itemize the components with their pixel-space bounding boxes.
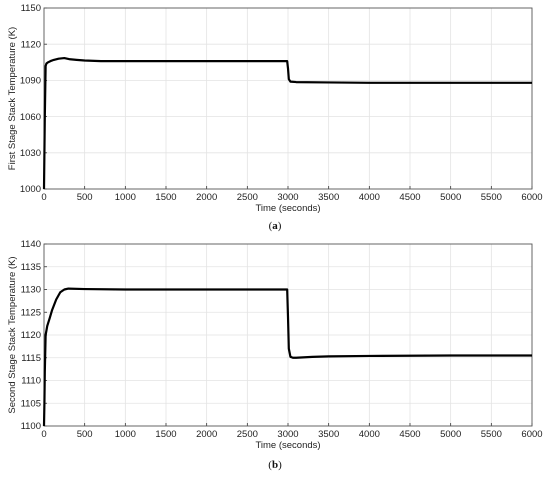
- y-tick-label: 1150: [21, 3, 41, 14]
- x-tick-label: 5500: [481, 192, 502, 203]
- caption-a: (a): [268, 220, 282, 232]
- x-tick-label: 1500: [155, 192, 176, 203]
- caption-b-letter: b: [271, 459, 279, 471]
- y-axis-label: First Stage Stack Temperature (K): [7, 27, 18, 170]
- x-tick-label: 1000: [115, 429, 136, 440]
- y-tick-label: 1130: [21, 285, 41, 296]
- chart-panel-a: 0 500 1000 1500 2000 2500 3000 3500 4000 4500 5000…: [7, 3, 543, 214]
- y-tick-label: 1115: [21, 353, 41, 364]
- y-tick-label: 1100: [21, 421, 41, 432]
- y-tick-label: 1120: [21, 330, 41, 341]
- x-tick-label: 4000: [359, 192, 380, 203]
- y-tick-label: 1135: [21, 262, 41, 273]
- x-tick-label: 2000: [196, 429, 217, 440]
- x-tick-label: 5000: [440, 192, 461, 203]
- plot-frame: [43, 243, 533, 427]
- x-axis-label: Time (seconds): [255, 440, 320, 451]
- y-axis-label: Second Stage Stack Temperature (K): [7, 256, 18, 413]
- x-tick-label: 6000: [521, 192, 542, 203]
- y-tick-label: 1120: [21, 39, 41, 50]
- y-tick-label: 1140: [21, 239, 41, 250]
- x-tick-label: 4500: [399, 192, 420, 203]
- x-tick-label: 500: [77, 429, 93, 440]
- x-tick-label: 2500: [237, 429, 258, 440]
- y-tick-label: 1090: [20, 76, 41, 87]
- x-tick-label: 2500: [237, 192, 258, 203]
- y-tick-label: 1105: [21, 398, 41, 409]
- y-tick-label: 1000: [20, 184, 41, 195]
- plot-frame: [43, 7, 533, 190]
- y-tick-label: 1060: [20, 112, 41, 123]
- caption-a-letter: a: [272, 220, 278, 232]
- x-tick-label: 0: [41, 192, 46, 203]
- y-tick-label: 1125: [21, 307, 41, 318]
- x-tick-label: 4000: [359, 429, 380, 440]
- x-tick-label: 1000: [115, 192, 136, 203]
- x-axis-label: Time (seconds): [255, 203, 320, 214]
- caption-b: (b): [268, 459, 282, 471]
- x-tick-label: 3500: [318, 429, 339, 440]
- x-tick-label: 500: [77, 192, 93, 203]
- x-tick-label: 3000: [277, 192, 298, 203]
- chart-panel-b: 0 500 1000 1500 2000 2500 3000 3500 4000 4500 5000…: [7, 239, 543, 451]
- y-tick-label: 1110: [21, 376, 41, 387]
- series-line: [42, 287, 532, 427]
- x-tick-label: 3500: [318, 192, 339, 203]
- x-tick-label: 5500: [481, 429, 502, 440]
- x-tick-label: 2000: [196, 192, 217, 203]
- x-tick-label: 1500: [155, 429, 176, 440]
- x-tick-label: 3000: [277, 429, 298, 440]
- x-tick-label: 6000: [521, 429, 542, 440]
- series-line: [42, 56, 532, 190]
- x-tick-label: 0: [41, 429, 46, 440]
- x-tick-label: 4500: [399, 429, 420, 440]
- y-tick-label: 1030: [20, 148, 41, 159]
- x-tick-label: 5000: [440, 429, 461, 440]
